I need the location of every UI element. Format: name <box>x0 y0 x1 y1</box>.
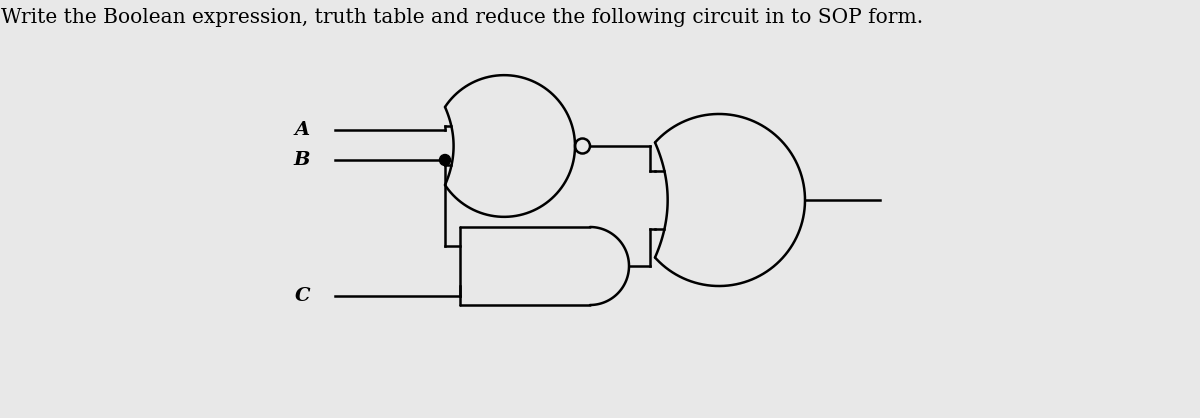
Text: B: B <box>294 151 310 169</box>
Text: A: A <box>295 121 310 139</box>
Text: C: C <box>294 287 310 305</box>
Circle shape <box>439 155 450 166</box>
Text: Write the Boolean expression, truth table and reduce the following circuit in to: Write the Boolean expression, truth tabl… <box>1 8 923 27</box>
